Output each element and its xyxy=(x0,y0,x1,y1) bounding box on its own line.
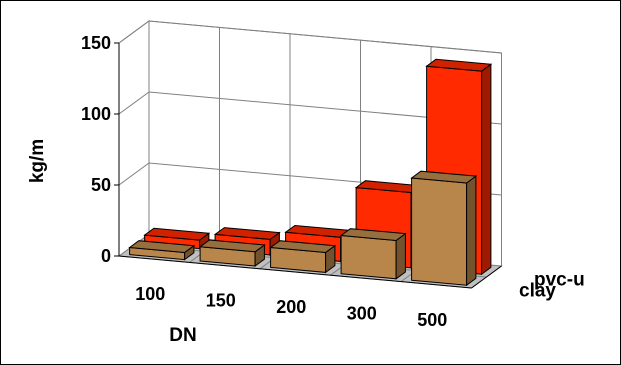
bar-clay-150 xyxy=(198,239,266,267)
gridline-y-3 xyxy=(118,20,502,54)
x-tick-label-100: 100 xyxy=(135,284,165,304)
bar-clay-200 xyxy=(269,240,337,274)
x-axis-title: DN xyxy=(169,325,196,346)
x-tick-label-500: 500 xyxy=(417,310,447,330)
x-tick-label-200: 200 xyxy=(276,297,306,317)
chart-labels: kg/m DN 0 50 100 150 100 150 200 300 500 claypvc-… xyxy=(27,33,585,346)
bar-front-face xyxy=(411,177,468,286)
y-tick-label-2: 100 xyxy=(81,104,111,124)
y-tick-label-0: 0 xyxy=(101,246,111,266)
depth-label-clay: clay xyxy=(519,281,556,302)
bar-clay-100 xyxy=(128,240,196,261)
y-tick-label-3: 150 xyxy=(81,33,111,53)
depth-label-pvc-u: pvc-u xyxy=(534,270,585,291)
bar-top-face xyxy=(198,239,266,253)
bar-top-face xyxy=(213,227,281,240)
y-axis-title: kg/m xyxy=(27,139,48,183)
x-tick-label-300: 300 xyxy=(347,303,377,323)
bar-front-face xyxy=(340,234,397,280)
bar-side-face xyxy=(466,175,477,287)
bar-top-face xyxy=(425,58,493,72)
bar-top-face xyxy=(339,228,407,242)
chart-bars xyxy=(128,58,493,287)
y-tick-label-1: 50 xyxy=(91,175,111,195)
depth-axis-line xyxy=(471,265,502,289)
bar-clay-300 xyxy=(339,228,407,280)
bar-side-face xyxy=(395,232,406,280)
bar-clay-500 xyxy=(410,170,478,287)
x-tick-label-150: 150 xyxy=(206,291,236,311)
bar-side-face xyxy=(481,63,492,276)
bar-top-face xyxy=(269,240,337,254)
bar-top-face xyxy=(143,227,211,241)
gridline-y-2 xyxy=(118,91,502,125)
x-axis-line xyxy=(118,255,472,289)
side-wall xyxy=(118,20,150,257)
bar-top-face xyxy=(410,170,478,184)
bar-top-face xyxy=(128,240,196,254)
